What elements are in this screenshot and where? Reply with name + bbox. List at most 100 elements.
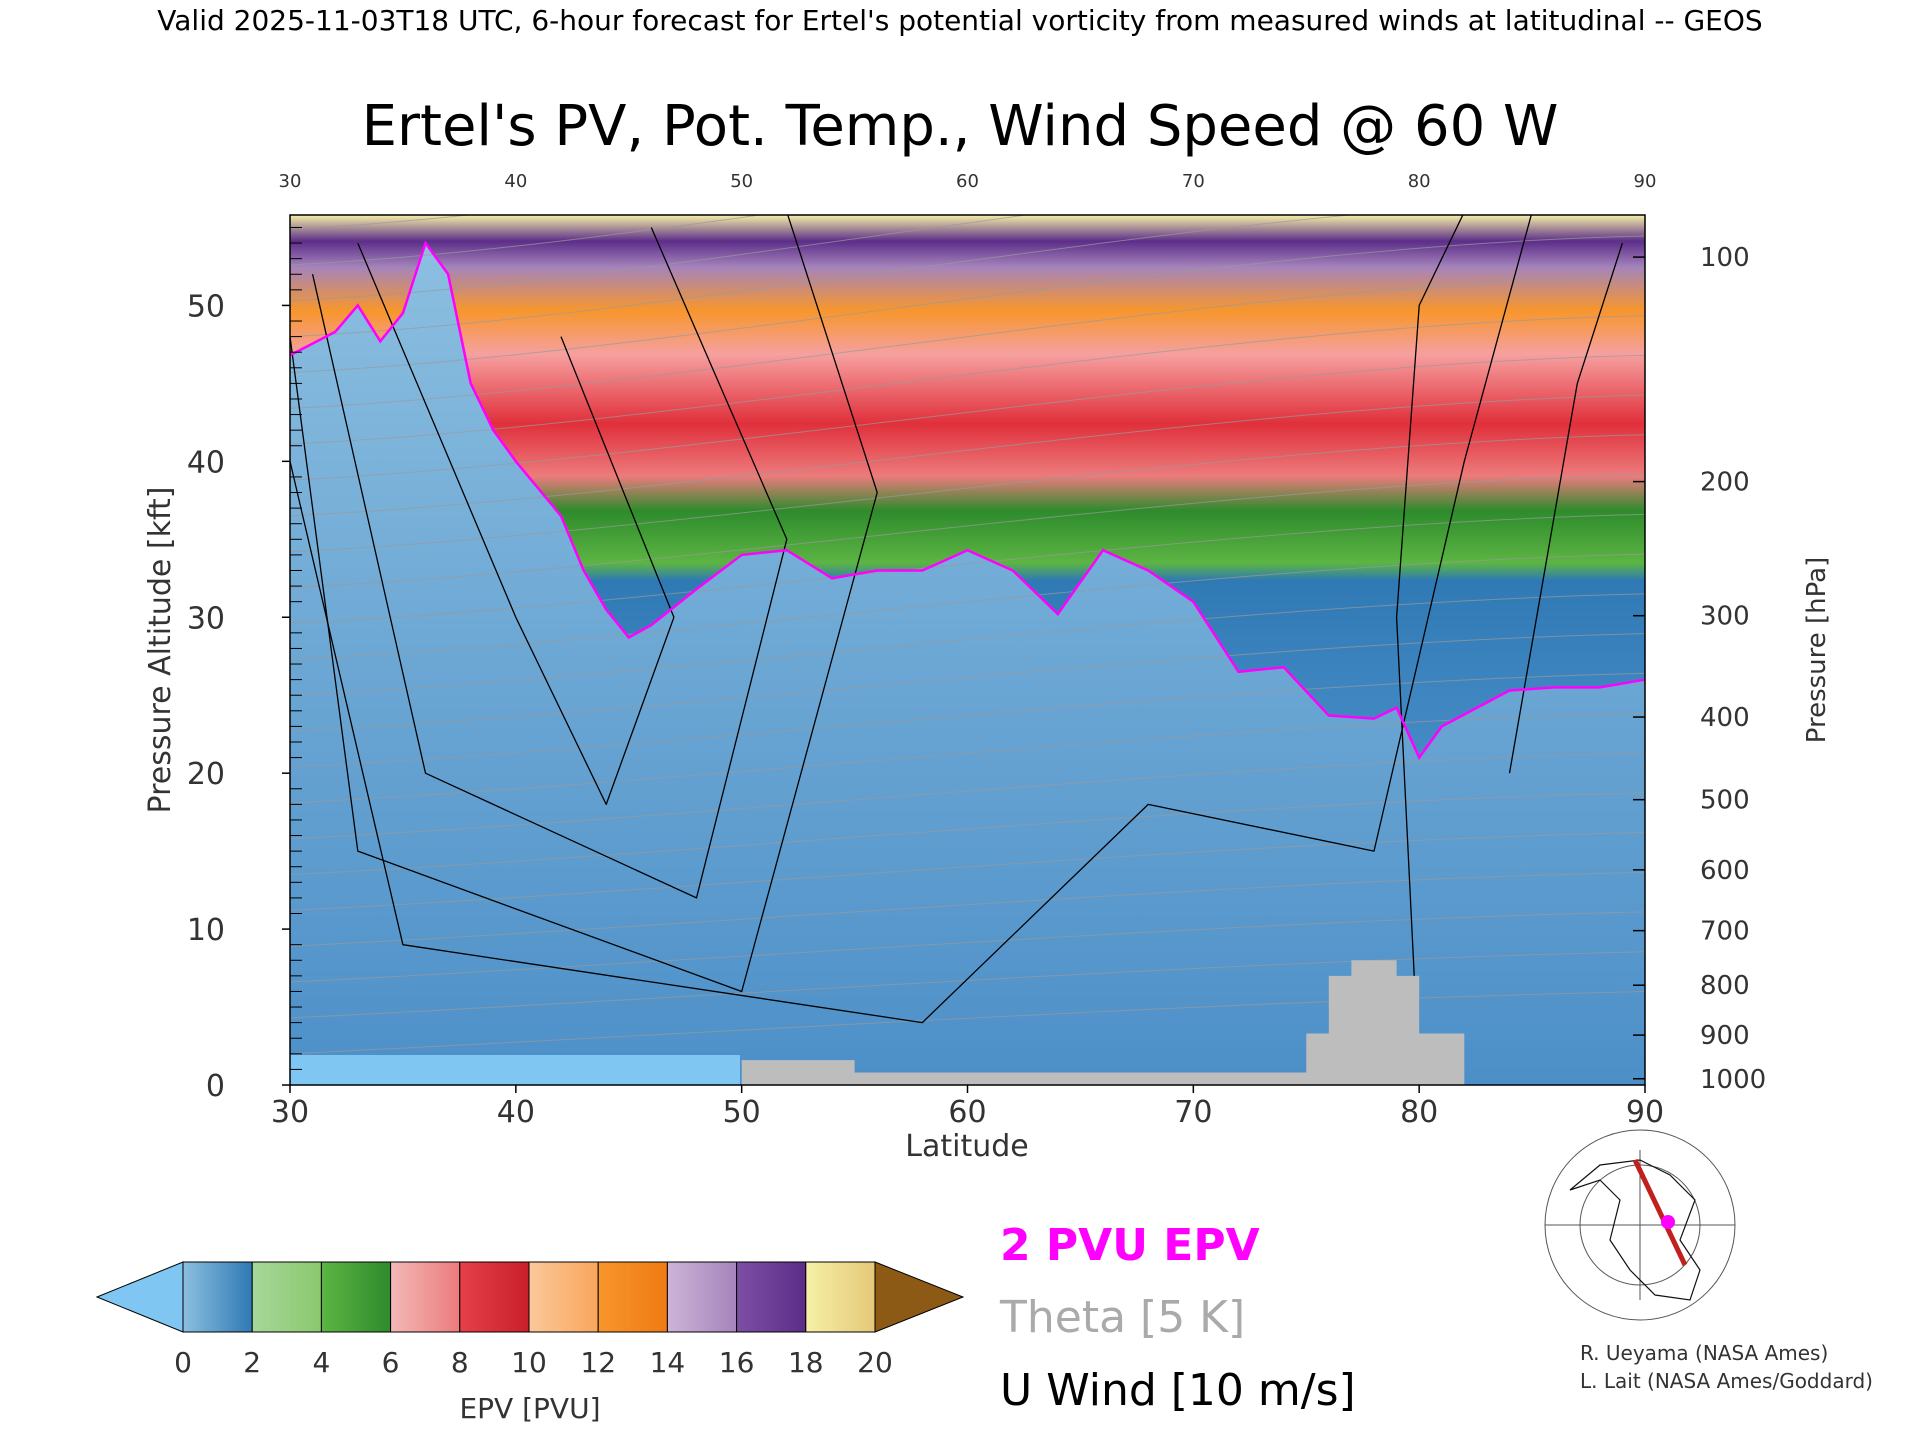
credit-line-2: L. Lait (NASA Ames/Goddard) [1580,1369,1873,1393]
colorbar-segment [528,1261,599,1333]
theta-contour [290,712,1645,804]
x-top-tick-label: 70 [1182,171,1205,192]
theta-contour [290,474,1645,589]
y-axis-left: 0 10 20 30 40 50 [187,226,302,1104]
colorbar-tick-label: 4 [312,1346,330,1379]
location-inset-map [1540,1129,1740,1321]
x-tick-label: 60 [948,1095,986,1130]
colorbar-tick-label: 20 [857,1346,893,1379]
u-wind-contour [311,227,788,899]
legend-u-wind: U Wind [10 m/s] [1000,1365,1356,1416]
colorbar-segments [182,1261,876,1333]
u-wind-contours [290,215,1624,1078]
y-axis-label: Pressure Altitude [kft] [143,487,178,814]
theta-contour [290,354,1645,481]
x-tick-label: 50 [723,1095,761,1130]
theta-contour [290,553,1645,660]
pv-field [290,215,1645,1085]
y-tick-label: 0 [206,1069,225,1104]
inset-map-coastline [1569,1159,1701,1301]
pressure-tick-label: 500 [1700,786,1750,816]
inset-map-section-line [1632,1158,1688,1267]
y-tick-label: 30 [187,601,225,636]
legend-epv-line: 2 PVU EPV [1000,1220,1260,1271]
colorbar-tick-label: 8 [451,1346,469,1379]
u-wind-contour [290,215,878,993]
theta-contour [290,911,1645,983]
pressure-tick-label: 100 [1700,243,1750,273]
colorbar-tick-label: 12 [580,1346,616,1379]
theta-contour [290,394,1645,517]
colorbar-tick-label: 0 [174,1346,192,1379]
theta-contour [290,315,1645,445]
colorbar-tick-label: 18 [788,1346,824,1379]
theta-contour [290,792,1645,875]
colorbar-segment [251,1261,322,1333]
pressure-tick-label: 300 [1700,602,1750,632]
y-tick-label: 20 [187,757,225,792]
pressure-tick-label: 200 [1700,468,1750,498]
colorbar-segment [597,1261,668,1333]
x-top-tick-label: 80 [1408,171,1431,192]
colorbar-tick-label: 14 [650,1346,686,1379]
colorbar-segment [182,1261,253,1333]
u-wind-contour [1395,215,1464,1078]
theta-contour [290,831,1645,911]
theta-contour [290,672,1645,768]
colorbar-segment [736,1261,807,1333]
colorbar-segment [390,1261,461,1333]
pressure-tick-label: 1000 [1700,1065,1766,1095]
u-wind-contour [290,215,1532,1024]
theta-contour [290,871,1645,947]
legend: 2 PVU EPV Theta [5 K] U Wind [10 m/s] [999,1220,1356,1416]
colorbar-segment [666,1261,738,1333]
y-axis-right-pressure: 100 200 300 400 500 600 700 800 900 1000 [1633,243,1766,1095]
surface-low-pv-band [290,1055,740,1085]
x-axis-label: Latitude [905,1129,1028,1164]
colorbar-segment [459,1261,530,1333]
x-top-tick-label: 60 [956,171,979,192]
y2-axis-label: Pressure [hPa] [1802,557,1832,744]
theta-contour [290,215,1355,338]
theta-contour [290,434,1645,553]
colorbar-tick-label: 16 [719,1346,755,1379]
theta-contour [290,991,1645,1055]
x-tick-label: 30 [271,1095,309,1130]
chart-title: Ertel's PV, Pot. Temp., Wind Speed @ 60 … [362,94,1559,159]
colorbar-segment [320,1261,392,1333]
colorbar-over-arrow [874,1261,965,1333]
theta-contour [290,215,763,266]
colorbar-tick-label: 2 [243,1346,261,1379]
credit-line-1: R. Ueyama (NASA Ames) [1580,1341,1828,1365]
x-top-tick-label: 30 [279,171,302,192]
x-top-tick-label: 40 [504,171,527,192]
u-wind-contour [1508,242,1624,774]
x-tick-label: 40 [497,1095,535,1130]
legend-theta: Theta [5 K] [999,1292,1245,1343]
inset-map-location-marker [1661,1215,1675,1229]
theta-contour [290,235,1645,373]
theta-contour [290,215,1030,302]
x-axis-bottom: 30 40 50 60 70 80 90 [271,1085,1664,1130]
pressure-tick-label: 900 [1700,1021,1750,1051]
two-pvu-tropopause-line [290,240,1645,761]
theta-contour [290,633,1645,732]
theta-contour [290,593,1645,696]
x-top-tick-label: 90 [1634,171,1657,192]
colorbar-tick-label: 6 [382,1346,400,1379]
terrain-mask [741,960,1465,1085]
theta-contour [290,752,1645,840]
x-tick-label: 80 [1400,1095,1438,1130]
colorbar-tick-label: 10 [511,1346,547,1379]
x-top-tick-label: 50 [730,171,753,192]
pressure-tick-label: 600 [1700,856,1750,886]
colorbar-tick-labels: 0 2 4 6 8 10 12 14 16 18 20 [174,1346,893,1379]
y-tick-label: 10 [187,913,225,948]
valid-time-line: Valid 2025-11-03T18 UTC, 6-hour forecast… [157,4,1762,37]
theta-contour [290,275,1645,409]
theta-contour [290,513,1645,624]
pressure-tick-label: 700 [1700,917,1750,947]
x-axis-top: 30 40 50 60 70 80 90 [279,171,1657,192]
x-tick-label: 70 [1174,1095,1212,1130]
